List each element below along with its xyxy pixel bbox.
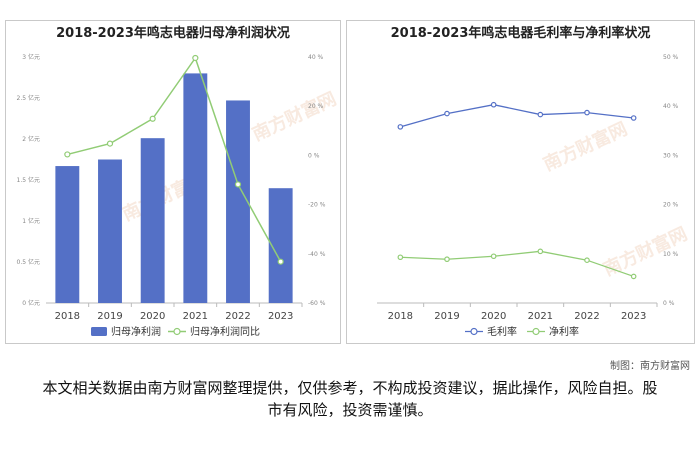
- legend-label: 归母净利润同比: [190, 325, 260, 338]
- chart-title: 2018-2023年鸣志电器归母净利润状况: [56, 26, 290, 41]
- series-point: [397, 254, 404, 261]
- bar: [55, 166, 80, 303]
- yoy-point: [277, 258, 284, 265]
- legend-label: 归母净利润: [111, 325, 161, 338]
- legend-swatch-point: [470, 327, 478, 336]
- x-tick-label: 2021: [183, 311, 208, 322]
- y-left-tick-label: 1.5 亿元: [17, 176, 40, 184]
- bar: [226, 100, 250, 304]
- y-right-tick-label: 50 %: [663, 54, 679, 61]
- yoy-line: [67, 56, 282, 263]
- watermark-text: 南方财富网: [540, 118, 631, 176]
- series-point: [630, 273, 637, 280]
- chart-credit: 制图：南方财富网: [610, 361, 690, 372]
- bar: [268, 188, 293, 303]
- y-right-tick-label: 20 %: [308, 103, 324, 110]
- legend-swatch-bar: [91, 327, 107, 336]
- series-line: [400, 250, 634, 278]
- x-tick-label: 2018: [388, 311, 413, 322]
- x-tick-label: 2019: [97, 311, 122, 322]
- series-point: [630, 115, 637, 121]
- y-left-tick-label: 1 亿元: [22, 217, 40, 225]
- legend-label: 净利率: [549, 325, 579, 338]
- y-right-tick-label: 40 %: [663, 103, 679, 110]
- bar: [140, 138, 165, 303]
- legend-swatch-point: [173, 327, 181, 336]
- yoy-point: [234, 181, 242, 188]
- x-tick-label: 2020: [140, 311, 165, 322]
- x-tick-label: 2020: [481, 311, 506, 322]
- y-right-tick-label: 10 %: [663, 251, 679, 258]
- y-right-tick-label: -40 %: [308, 251, 326, 258]
- yoy-point: [64, 151, 71, 158]
- series-point: [490, 253, 497, 260]
- yoy-point: [192, 54, 199, 62]
- y-right-tick-label: 20 %: [663, 202, 679, 209]
- series-point: [537, 248, 544, 255]
- series-point: [537, 111, 544, 118]
- series-point: [444, 256, 450, 263]
- y-left-tick-label: 2.5 亿元: [17, 94, 40, 102]
- series-point: [584, 257, 590, 263]
- legend-swatch-point: [532, 327, 540, 336]
- x-tick-label: 2023: [268, 311, 293, 322]
- y-right-tick-label: -20 %: [308, 202, 326, 209]
- bar: [98, 159, 122, 303]
- y-right-tick-label: 30 %: [663, 152, 679, 159]
- y-left-tick-label: 2 亿元: [22, 135, 40, 143]
- watermark-text: 南方财富网: [249, 88, 340, 146]
- yoy-point: [106, 140, 114, 147]
- series-point: [397, 124, 404, 130]
- series-point: [584, 109, 590, 116]
- legend-label: 毛利率: [487, 325, 517, 338]
- y-left-tick-label: 3 亿元: [22, 53, 40, 61]
- series-point: [490, 101, 497, 108]
- series-line: [400, 104, 634, 128]
- y-left-tick-label: 0.5 亿元: [17, 258, 40, 266]
- series-point: [444, 110, 450, 117]
- yoy-point: [149, 115, 156, 122]
- x-tick-label: 2018: [55, 311, 80, 322]
- x-tick-label: 2022: [225, 311, 250, 322]
- x-tick-label: 2019: [434, 311, 459, 322]
- x-tick-label: 2023: [621, 311, 646, 322]
- y-right-tick-label: 40 %: [308, 54, 324, 61]
- margin-chart-panel: 2018-2023年鸣志电器毛利率与净利率状况 南方财富网 南方财富网 0 % 10 …: [346, 20, 695, 344]
- bar: [183, 73, 208, 304]
- y-right-tick-label: -60 %: [308, 300, 326, 307]
- x-tick-label: 2021: [528, 311, 553, 322]
- chart-title: 2018-2023年鸣志电器毛利率与净利率状况: [390, 26, 651, 41]
- x-tick-label: 2022: [574, 311, 599, 322]
- y-right-tick-label: 0 %: [308, 152, 320, 159]
- y-right-tick-label: 0 %: [663, 300, 675, 307]
- y-left-tick-label: 0 亿元: [22, 299, 40, 307]
- disclaimer-text: 本文相关数据由南方财富网整理提供，仅供参考，不构成投资建议，据此操作，风险自担。…: [42, 379, 658, 419]
